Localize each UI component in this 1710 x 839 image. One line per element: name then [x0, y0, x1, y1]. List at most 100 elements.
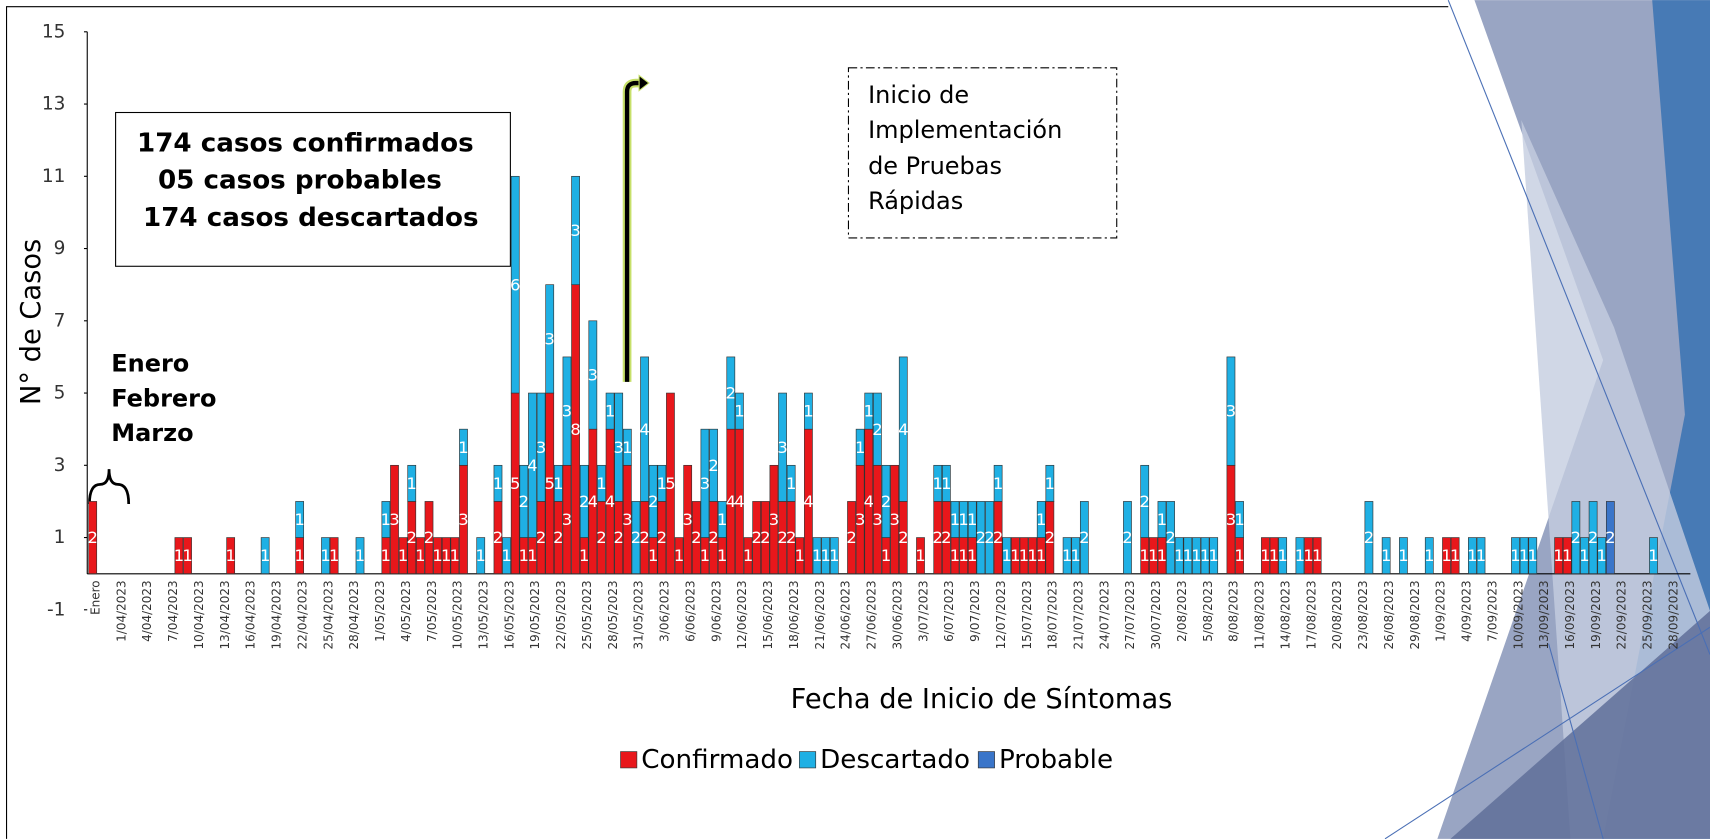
data-label: 1 [1027, 546, 1037, 565]
bar-segment [1476, 537, 1486, 575]
data-label: 1 [622, 438, 632, 457]
data-label: 1 [1234, 510, 1244, 529]
data-label: 1 [855, 438, 865, 457]
bar-segment [795, 537, 805, 575]
bar-segment [752, 501, 762, 575]
data-label: 2 [1140, 492, 1150, 511]
x-tick-label: 1/04/2023 [114, 580, 128, 641]
data-label: 3 [700, 474, 710, 493]
bar-segment [760, 501, 770, 575]
y-tick-label: 11 [42, 166, 66, 187]
data-label: 1 [1295, 546, 1305, 565]
bar-segment [1605, 501, 1615, 575]
data-label: 2 [976, 528, 986, 547]
data-label: 1 [527, 546, 537, 565]
x-tick-label: 21/07/2023 [1071, 580, 1085, 649]
data-label: 2 [519, 492, 529, 511]
data-label: 4 [527, 456, 537, 475]
bar-segment [1226, 356, 1236, 466]
bar-segment [916, 537, 925, 575]
data-label: 1 [432, 546, 442, 565]
x-tick-label: 16/05/2023 [502, 580, 516, 649]
x-tick-label: 10/09/2023 [1511, 580, 1525, 649]
bar-segment [390, 464, 399, 575]
x-tick-label: 22/09/2023 [1615, 580, 1629, 649]
frame [5, 6, 1449, 839]
y-tick-label: 15 [42, 21, 66, 42]
month-label: Marzo [111, 419, 193, 447]
data-label: 1 [950, 510, 960, 529]
bar-segment [441, 537, 451, 575]
x-tick-label: 9/06/2023 [709, 580, 723, 641]
data-label: 3 [622, 510, 632, 529]
x-tick-label: 24/07/2023 [1097, 580, 1111, 649]
x-tick-label: Enero [88, 580, 102, 615]
bar-segment [1157, 501, 1167, 538]
data-label: 1 [501, 546, 511, 565]
summary-line: 05 casos probables [158, 166, 442, 196]
bar-segment [1071, 537, 1081, 575]
x-tick-label: 27/07/2023 [1123, 580, 1137, 649]
bar-segment [1312, 537, 1322, 575]
x-axis-title: Fecha de Inicio de Síntomas [791, 684, 1173, 715]
bar-segment [1062, 537, 1072, 575]
bar-segment [847, 501, 856, 575]
data-label: 4 [726, 492, 736, 511]
bar-segment [967, 501, 977, 538]
bar-segment [864, 392, 874, 430]
bar-segment [1209, 537, 1219, 575]
x-tick-label: 10/04/2023 [192, 580, 206, 649]
bar-segment [1192, 537, 1201, 575]
bar-segment [1235, 501, 1244, 538]
x-tick-label: 7/09/2023 [1485, 580, 1499, 641]
x-tick-label: 30/07/2023 [1149, 580, 1163, 649]
data-label: 4 [898, 420, 908, 439]
y-tick-label: 9 [54, 238, 66, 259]
data-label: 2 [648, 492, 658, 511]
data-label: 1 [820, 546, 830, 565]
x-tick-label: 27/06/2023 [865, 580, 879, 649]
data-label: 8 [570, 420, 580, 439]
data-label: 1 [915, 546, 925, 565]
data-label: 2 [941, 528, 951, 547]
data-label: 1 [294, 546, 304, 565]
x-tick-label: 3/06/2023 [658, 580, 672, 641]
data-label: 3 [769, 510, 779, 529]
x-tick-label: 15/06/2023 [761, 580, 775, 649]
x-tick-label: 15/07/2023 [1020, 580, 1034, 649]
bar-segment [1554, 537, 1563, 575]
data-label: 1 [415, 546, 425, 565]
data-label: 3 [562, 510, 572, 529]
x-tick-label: 12/07/2023 [994, 580, 1008, 649]
x-tick-label: 18/07/2023 [1046, 580, 1060, 649]
data-label: 1 [1062, 546, 1072, 565]
data-label: 2 [708, 528, 718, 547]
data-label: 1 [1148, 546, 1158, 565]
data-label: 1 [1510, 546, 1520, 565]
data-label: 1 [1010, 546, 1020, 565]
bar-segment [1381, 537, 1391, 575]
legend-swatch [620, 751, 638, 769]
data-label: 1 [941, 474, 951, 493]
bar-segment [1140, 464, 1150, 538]
data-label: 1 [1157, 510, 1167, 529]
data-label: 1 [967, 546, 977, 565]
x-tick-label: 2/08/2023 [1175, 580, 1189, 641]
data-label: 1 [1208, 546, 1218, 565]
data-label: 1 [1424, 546, 1434, 565]
bar-segment [1649, 537, 1658, 575]
bar-segment [1269, 537, 1279, 575]
data-label: 2 [1364, 528, 1374, 547]
data-label: 4 [864, 492, 874, 511]
bar-segment [898, 356, 908, 502]
bar-segment [1597, 537, 1607, 575]
data-label: 4 [588, 492, 598, 511]
legend-label: Probable [999, 745, 1113, 775]
data-label: 3 [1226, 510, 1236, 529]
bar-segment [579, 464, 589, 538]
bar-segment [821, 537, 831, 575]
x-tick-label: 24/06/2023 [839, 580, 853, 649]
bar-segment [1183, 537, 1193, 575]
data-label: 1 [717, 510, 727, 529]
x-tick-label: 19/09/2023 [1589, 580, 1603, 649]
